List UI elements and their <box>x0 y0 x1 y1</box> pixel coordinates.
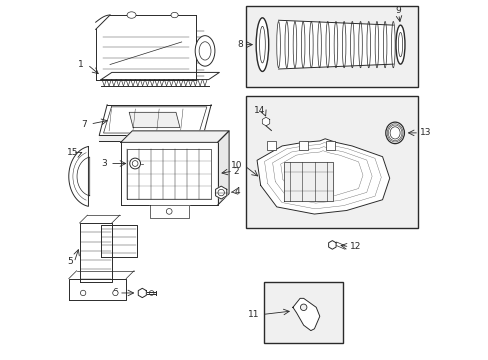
Text: 5: 5 <box>67 257 73 266</box>
Ellipse shape <box>171 12 178 18</box>
Ellipse shape <box>391 22 394 68</box>
Ellipse shape <box>317 22 321 68</box>
Ellipse shape <box>385 122 404 144</box>
Ellipse shape <box>300 304 306 311</box>
Ellipse shape <box>389 127 399 139</box>
Text: 2: 2 <box>233 167 239 176</box>
Polygon shape <box>215 186 226 199</box>
Ellipse shape <box>132 161 138 166</box>
Bar <box>246 96 418 228</box>
Polygon shape <box>278 20 392 69</box>
Polygon shape <box>99 105 211 135</box>
Polygon shape <box>121 142 217 205</box>
Polygon shape <box>138 288 146 298</box>
Polygon shape <box>101 225 137 257</box>
Ellipse shape <box>383 22 386 68</box>
Text: 15: 15 <box>66 148 78 157</box>
Ellipse shape <box>80 290 85 296</box>
Ellipse shape <box>195 36 214 66</box>
Polygon shape <box>262 117 269 126</box>
Ellipse shape <box>350 22 353 68</box>
Ellipse shape <box>309 22 312 68</box>
Ellipse shape <box>395 25 404 64</box>
Ellipse shape <box>166 208 172 214</box>
Polygon shape <box>80 223 112 282</box>
Polygon shape <box>99 135 203 140</box>
Polygon shape <box>101 72 219 80</box>
Ellipse shape <box>199 42 210 60</box>
Ellipse shape <box>342 22 345 68</box>
Polygon shape <box>96 15 196 80</box>
Ellipse shape <box>259 26 265 63</box>
Polygon shape <box>328 240 335 249</box>
Polygon shape <box>121 131 228 142</box>
Polygon shape <box>292 298 319 330</box>
Bar <box>299 140 307 149</box>
Ellipse shape <box>276 22 280 68</box>
Polygon shape <box>149 205 188 218</box>
Text: 11: 11 <box>248 310 260 319</box>
Bar <box>266 140 275 149</box>
Ellipse shape <box>398 32 402 57</box>
Ellipse shape <box>285 22 288 68</box>
Polygon shape <box>284 162 332 201</box>
Text: 12: 12 <box>349 242 361 251</box>
Polygon shape <box>69 279 126 300</box>
Text: 3: 3 <box>102 159 107 168</box>
Text: 7: 7 <box>81 120 86 129</box>
Bar <box>264 282 343 343</box>
Text: 6: 6 <box>112 288 118 297</box>
Text: 8: 8 <box>237 40 242 49</box>
Ellipse shape <box>112 290 118 296</box>
Ellipse shape <box>325 22 329 68</box>
Bar <box>246 6 418 87</box>
Text: 9: 9 <box>395 6 401 15</box>
Ellipse shape <box>127 12 136 18</box>
Polygon shape <box>69 147 90 206</box>
Text: 4: 4 <box>234 187 240 196</box>
Bar <box>325 140 334 149</box>
Ellipse shape <box>256 18 268 71</box>
Polygon shape <box>257 139 389 214</box>
Ellipse shape <box>366 22 370 68</box>
Ellipse shape <box>333 22 337 68</box>
Polygon shape <box>129 112 180 127</box>
Ellipse shape <box>293 22 296 68</box>
Text: 10: 10 <box>230 161 242 170</box>
Ellipse shape <box>374 22 378 68</box>
Text: 13: 13 <box>419 129 431 138</box>
Ellipse shape <box>358 22 362 68</box>
Ellipse shape <box>129 158 140 169</box>
Text: 14: 14 <box>253 106 264 115</box>
Text: 1: 1 <box>78 60 83 69</box>
Ellipse shape <box>301 22 305 68</box>
Ellipse shape <box>149 291 154 295</box>
Polygon shape <box>217 131 228 205</box>
